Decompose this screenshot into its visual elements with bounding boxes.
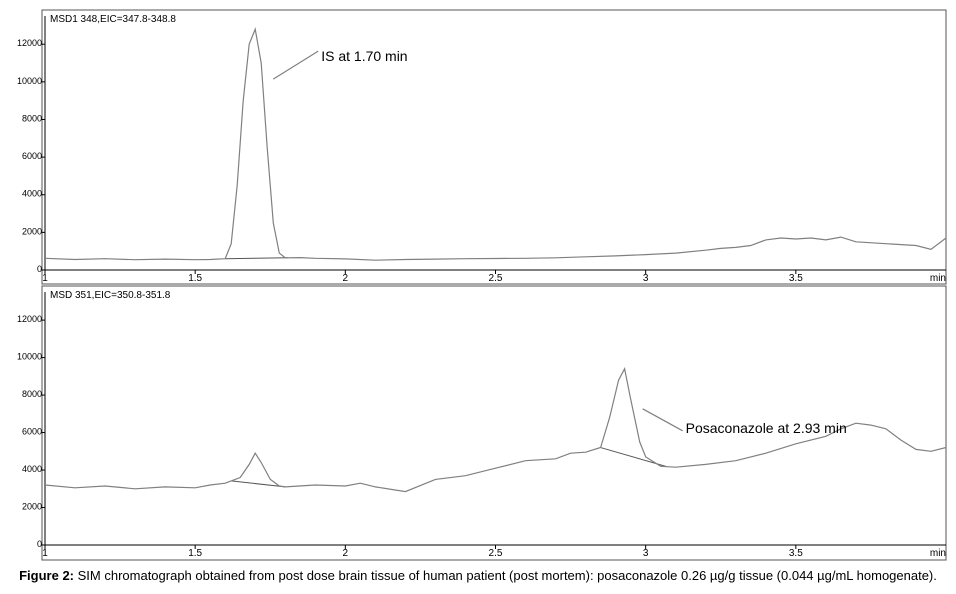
chromatogram-panel-1: MSD1 348,EIC=347.8-348.8 0 2000 4000 6000 80… (17, 9, 947, 285)
y-tick-label: 4000 (22, 464, 42, 474)
y-tick-label: 2000 (22, 502, 42, 512)
panel-2-title: MSD 351,EIC=350.8-351.8 (50, 290, 171, 301)
y-tick-label: 4000 (22, 189, 42, 199)
y-tick-label: 6000 (22, 427, 42, 437)
integration-baseline (225, 257, 289, 260)
panel-2-x-ticks: 1 1.5 2 2.5 3 3.5 (42, 545, 803, 559)
panel-1-title: MSD1 348,EIC=347.8-348.8 (50, 14, 176, 25)
x-tick-label: 2 (343, 548, 349, 559)
panel-2-x-unit: min (930, 548, 946, 559)
panel-1-y-ticks: 0 2000 4000 6000 8000 10000 12000 (17, 38, 45, 274)
y-tick-label: 0 (37, 264, 42, 274)
panel-1-x-unit: min (930, 273, 946, 284)
x-tick-label: 2 (343, 273, 349, 284)
x-tick-label: 1.5 (188, 273, 202, 284)
y-tick-label: 12000 (17, 38, 42, 48)
x-tick-label: 1.5 (188, 548, 202, 559)
y-tick-label: 8000 (22, 113, 42, 123)
figure-caption: Figure 2: SIM chromatograph obtained fro… (0, 568, 956, 583)
panel-1-annotation-leader (272, 50, 319, 80)
integration-baseline (231, 480, 286, 488)
x-tick-label: 2.5 (489, 548, 503, 559)
panel-2-frame (41, 285, 947, 561)
x-tick-label: 1 (42, 548, 48, 559)
y-tick-label: 6000 (22, 151, 42, 161)
figure-caption-text: SIM chromatograph obtained from post dos… (74, 568, 937, 583)
panel-2-annotation: Posaconazole at 2.93 min (686, 420, 847, 436)
y-tick-label: 8000 (22, 389, 42, 399)
panel-2-y-ticks: 0 2000 4000 6000 8000 10000 12000 (17, 314, 45, 549)
figure-caption-label: Figure 2: (19, 568, 75, 583)
x-tick-label: 3 (643, 548, 649, 559)
panel-2-trace (44, 367, 947, 493)
chromatogram-panel-2: MSD 351,EIC=350.8-351.8 0 2000 4000 6000 800… (17, 285, 947, 561)
panel-1-trace (44, 27, 947, 261)
x-tick-label: 3.5 (789, 273, 803, 284)
y-tick-label: 0 (37, 539, 42, 549)
x-tick-label: 3.5 (789, 548, 803, 559)
y-tick-label: 12000 (17, 314, 42, 324)
panel-2-annotation-leader (642, 408, 683, 432)
x-tick-label: 3 (643, 273, 649, 284)
y-tick-label: 10000 (17, 76, 42, 86)
x-tick-label: 2.5 (489, 273, 503, 284)
y-tick-label: 10000 (17, 352, 42, 362)
x-tick-label: 1 (42, 273, 48, 284)
y-tick-label: 2000 (22, 226, 42, 236)
panel-1-annotation: IS at 1.70 min (321, 48, 407, 64)
panel-1-x-ticks: 1 1.5 2 2.5 3 3.5 (42, 270, 803, 284)
panel-1-frame (41, 9, 947, 285)
